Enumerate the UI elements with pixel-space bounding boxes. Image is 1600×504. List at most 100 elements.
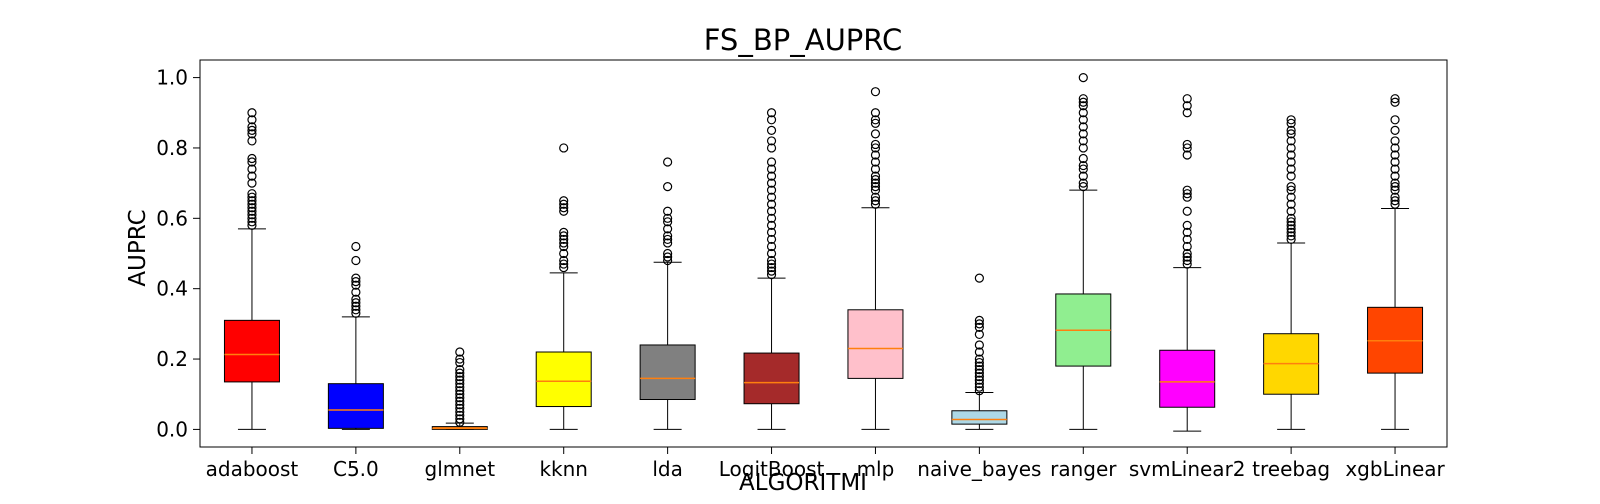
x-tick-label: xgbLinear <box>1345 457 1445 481</box>
outlier-point <box>663 248 673 259</box>
outlier-point <box>247 108 257 118</box>
outlier-point <box>1078 171 1088 181</box>
outlier-point <box>559 234 569 245</box>
outlier-point <box>870 182 881 192</box>
outlier-point <box>247 122 257 132</box>
outlier-point <box>351 305 361 315</box>
outlier-point <box>351 273 361 283</box>
outlier-point <box>1182 108 1192 118</box>
outlier-point <box>455 372 465 382</box>
box-C5.0 <box>327 241 384 430</box>
outlier-point <box>766 206 777 216</box>
outlier-point <box>1078 101 1088 111</box>
outlier-point <box>247 220 257 230</box>
outlier-point <box>1182 206 1192 216</box>
outlier-point <box>455 357 465 368</box>
outlier-point <box>766 270 777 280</box>
outlier-point <box>1182 248 1192 259</box>
outlier-point <box>974 365 984 375</box>
x-tick-label: adaboost <box>206 457 299 481</box>
chart-title: FS_BP_AUPRC <box>704 23 902 57</box>
outlier-point <box>1286 199 1296 209</box>
outlier-point <box>766 115 777 125</box>
outlier-point <box>1078 115 1088 125</box>
outlier-point <box>1182 101 1192 111</box>
box-body <box>223 319 280 383</box>
outlier-point <box>1390 199 1400 209</box>
box-xgbLinear <box>1367 94 1424 430</box>
outlier-point <box>559 143 569 153</box>
outlier-point <box>663 255 673 266</box>
outlier-point <box>1286 157 1296 167</box>
outlier-point <box>559 231 569 241</box>
outlier-point <box>351 301 361 311</box>
outlier-point <box>559 238 569 248</box>
outlier-point <box>1078 160 1088 171</box>
outlier-point <box>1182 94 1192 104</box>
outlier-point <box>1390 185 1400 195</box>
box-LogitBoost <box>743 108 800 430</box>
outlier-point <box>247 171 257 181</box>
outlier-point <box>1182 259 1192 269</box>
outlier-point <box>766 234 777 245</box>
outlier-point <box>766 241 777 252</box>
outlier-point <box>1390 136 1400 146</box>
outlier-point <box>559 196 569 206</box>
outlier-point <box>1286 125 1296 135</box>
box-treebag <box>1263 115 1320 430</box>
outlier-point <box>351 255 361 266</box>
outlier-point <box>766 227 777 237</box>
outlier-point <box>766 199 777 209</box>
outlier-point <box>1182 139 1192 150</box>
outlier-point <box>1078 153 1088 164</box>
outlier-point <box>455 393 465 403</box>
outlier-point <box>247 189 257 199</box>
outlier-point <box>1390 157 1400 167</box>
outlier-point <box>766 192 777 202</box>
outlier-point <box>974 386 984 396</box>
box-glmnet <box>431 347 488 430</box>
outlier-point <box>1286 213 1296 223</box>
outlier-point <box>870 178 881 188</box>
outlier-point <box>455 368 465 378</box>
outlier-point <box>870 108 881 118</box>
outlier-point <box>1390 143 1400 153</box>
x-axis: adaboost C5.0 glmnet kknn lda LogitBoost mlp na… <box>206 447 1446 481</box>
outlier-point <box>455 400 465 410</box>
outlier-point <box>1078 97 1088 107</box>
box-body <box>639 344 696 401</box>
outlier-point <box>1078 143 1088 153</box>
outlier-point <box>663 157 673 167</box>
outlier-point <box>1286 118 1296 128</box>
outlier-point <box>1286 231 1296 241</box>
outlier-point <box>974 357 984 368</box>
outlier-point <box>870 139 881 150</box>
outlier-point <box>351 298 361 308</box>
outlier-point <box>870 87 881 97</box>
outlier-point <box>766 108 777 118</box>
outlier-point <box>974 273 984 283</box>
outlier-point <box>1286 234 1296 245</box>
outlier-point <box>663 213 673 223</box>
outlier-point <box>974 322 984 332</box>
x-tick-label: lda <box>652 457 683 481</box>
box-kknn <box>535 143 592 430</box>
outlier-point <box>1182 185 1192 195</box>
outlier-point <box>870 185 881 195</box>
outlier-point <box>1286 220 1296 230</box>
outlier-point <box>1078 164 1088 174</box>
outlier-point <box>1286 217 1296 227</box>
y-tick-label: 0.0 <box>156 417 188 441</box>
outlier-point <box>1078 108 1088 118</box>
outlier-point <box>766 185 777 195</box>
outlier-point <box>1286 129 1296 139</box>
outlier-point <box>1390 196 1400 206</box>
box-svmLinear2 <box>1159 94 1216 432</box>
outlier-point <box>455 389 465 399</box>
outlier-point <box>1390 115 1400 125</box>
outlier-point <box>974 347 984 357</box>
y-tick-label: 1.0 <box>156 66 188 90</box>
box-body <box>1159 349 1216 408</box>
outlier-point <box>663 252 673 262</box>
